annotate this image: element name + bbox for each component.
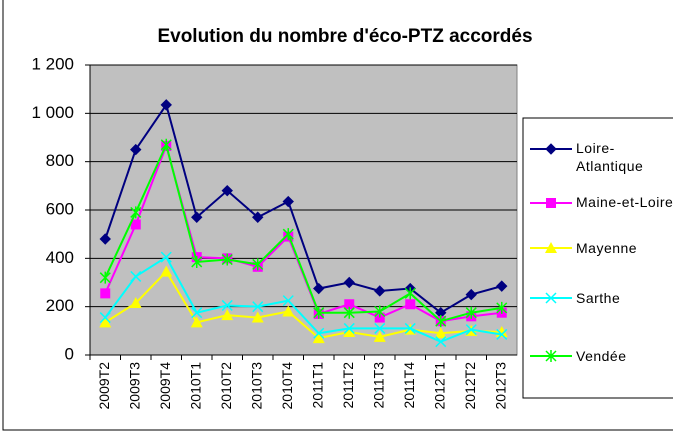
marker [343,306,355,319]
marker [130,219,141,230]
legend-box [522,117,673,399]
x-tick-label: 2009T4 [157,362,173,410]
marker [99,271,111,284]
marker [191,211,203,223]
marker [160,265,173,277]
y-tick-label: 400 [46,248,74,267]
marker [374,305,386,318]
marker [435,336,447,348]
marker [252,258,264,271]
marker [496,328,508,340]
marker [221,184,233,197]
marker [251,311,264,323]
x-tick-label: 2010T3 [248,362,264,410]
marker [373,330,386,342]
marker [496,301,508,314]
legend-label: Loire-Atlantique [576,140,644,174]
y-tick-label: 600 [46,199,74,218]
marker [343,322,355,334]
marker [99,233,111,245]
marker [160,99,172,111]
marker [312,332,325,344]
marker [282,295,294,307]
marker [160,138,172,151]
marker [313,327,325,339]
marker [282,305,295,317]
marker [435,315,447,328]
series-line [104,269,502,340]
marker [221,253,233,266]
x-tick-label: 2010T1 [187,362,203,410]
marker [221,299,233,311]
marker [344,299,355,310]
legend-label: Mayenne [576,240,638,256]
marker [404,287,416,300]
marker [545,292,557,304]
marker [465,288,477,301]
marker [546,198,556,208]
x-tick-label: 2012T3 [492,362,508,410]
marker [160,251,172,263]
marker [313,282,325,295]
marker [221,309,234,321]
marker [465,306,477,319]
marker [374,285,386,297]
marker [130,206,142,219]
marker [465,324,477,336]
marker [191,307,203,319]
marker [191,255,203,268]
marker [282,228,294,241]
y-tick-label: 0 [65,344,74,363]
y-tick-label: 1 000 [31,103,74,122]
chart-title: Evolution du nombre d'éco-PTZ accordés [157,26,532,47]
marker [374,312,385,323]
marker [130,143,142,156]
y-tick-label: 800 [46,151,74,170]
marker [99,312,111,324]
marker [545,242,557,253]
marker [252,211,264,223]
marker [405,299,416,310]
x-tick-label: 2010T4 [279,362,295,410]
marker [404,322,416,334]
marker [130,270,142,282]
marker [190,316,203,328]
series-line [104,255,502,343]
marker [313,306,325,319]
x-tick-label: 2010T2 [218,362,234,410]
marker [343,276,355,289]
y-tick-label: 1 200 [31,54,74,73]
marker [343,326,356,338]
x-tick-label: 2011T2 [340,362,356,409]
y-tick-label: 200 [46,296,74,315]
x-tick-label: 2009T2 [96,362,112,410]
marker [99,316,112,328]
marker [252,301,264,313]
x-tick-label: 2011T4 [401,362,417,409]
marker [129,297,142,309]
legend-label: Sarthe [576,290,621,306]
legend-label: Maine-et-Loire [576,194,673,210]
x-tick-label: 2009T3 [126,362,142,410]
marker [282,195,294,208]
marker [545,350,557,362]
x-tick-label: 2011T1 [309,362,325,409]
x-tick-label: 2011T3 [370,362,386,409]
marker [496,280,508,292]
marker [374,322,386,334]
marker [100,288,111,299]
x-tick-label: 2012T1 [431,362,447,410]
x-tick-label: 2012T2 [462,362,478,410]
legend-label: Vendée [576,348,627,364]
marker [545,143,557,155]
series-line [104,102,503,314]
marker [434,327,447,339]
